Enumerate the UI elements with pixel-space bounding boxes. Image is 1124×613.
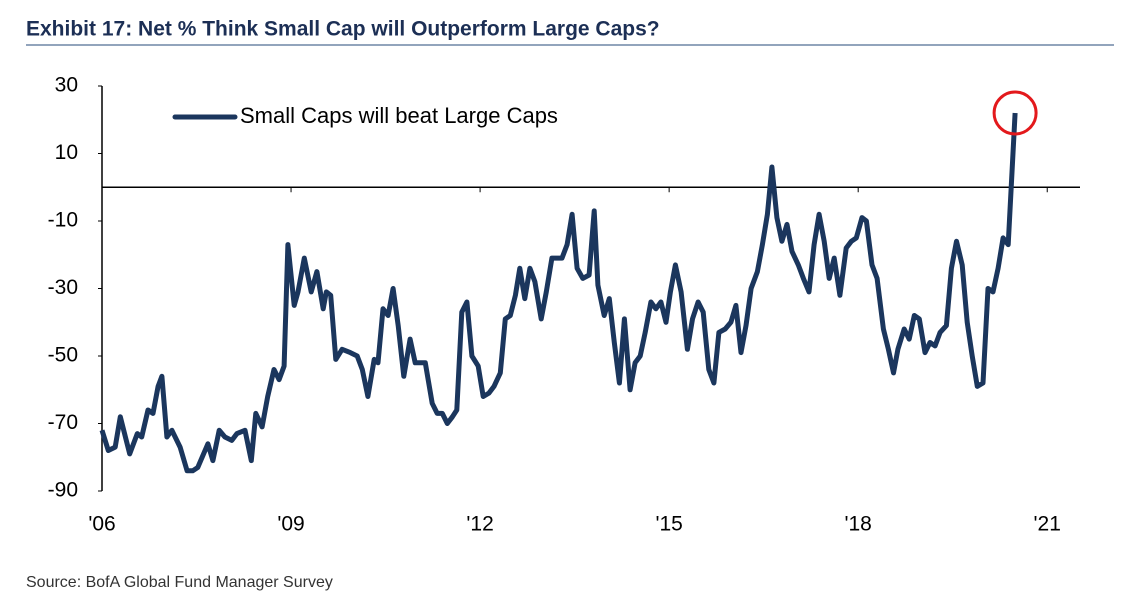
x-tick-label: '18 bbox=[844, 513, 871, 536]
y-tick-label: -10 bbox=[48, 209, 78, 232]
x-tick-label: '06 bbox=[88, 513, 115, 536]
y-tick-label: -50 bbox=[48, 344, 78, 367]
x-tick-label: '12 bbox=[466, 513, 493, 536]
y-tick-label: -90 bbox=[48, 479, 78, 502]
highlight-circle bbox=[992, 90, 1038, 136]
x-tick-label: '15 bbox=[655, 513, 682, 536]
x-tick-label: '09 bbox=[277, 513, 304, 536]
y-tick-label: 30 bbox=[55, 74, 78, 97]
series-line bbox=[99, 112, 1018, 474]
y-tick-label: 10 bbox=[55, 141, 78, 164]
chart-title: Exhibit 17: Net % Think Small Cap will O… bbox=[26, 18, 660, 41]
legend-label: Small Caps will beat Large Caps bbox=[240, 103, 558, 128]
y-tick-label: -30 bbox=[48, 276, 78, 299]
source-note: Source: BofA Global Fund Manager Survey bbox=[26, 574, 333, 591]
x-tick-label: '21 bbox=[1034, 513, 1061, 536]
y-tick-label: -70 bbox=[48, 411, 78, 434]
